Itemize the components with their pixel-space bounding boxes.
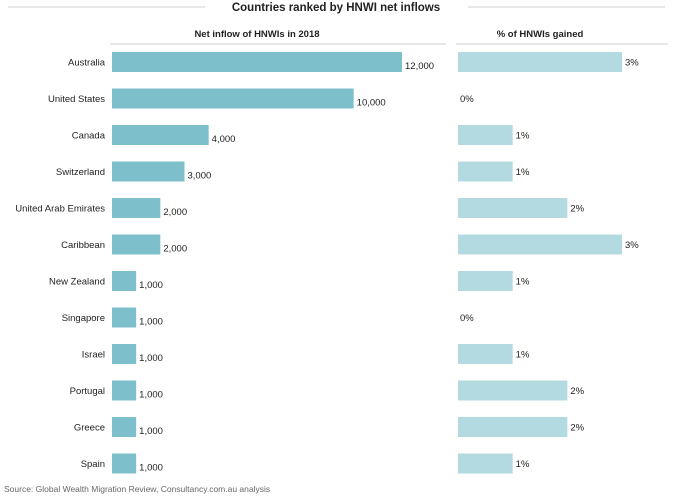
inflow-value-label: 1,000 xyxy=(139,463,163,474)
inflow-value-label: 2,000 xyxy=(163,244,187,255)
percent-bar xyxy=(458,453,513,474)
percent-bar xyxy=(458,125,513,145)
chart-title: Countries ranked by HNWI net inflows xyxy=(232,2,440,14)
inflow-value-label: 1,000 xyxy=(139,426,163,437)
percent-value-label: 1% xyxy=(516,131,530,142)
percent-value-label: 2% xyxy=(570,386,584,397)
percent-bar xyxy=(458,417,568,437)
inflow-value-label: 3,000 xyxy=(188,171,212,182)
inflow-bar xyxy=(112,52,402,72)
category-label: New Zealand xyxy=(49,277,105,288)
inflow-bar xyxy=(112,198,161,218)
percent-bar xyxy=(458,271,513,291)
inflow-value-label: 10,000 xyxy=(357,98,386,109)
category-label: Spain xyxy=(81,459,105,470)
percent-value-label: 1% xyxy=(516,277,530,288)
category-label: Australia xyxy=(68,58,106,69)
inflow-bar xyxy=(112,125,209,145)
percent-value-label: 3% xyxy=(625,240,639,251)
category-label: Israel xyxy=(82,350,105,361)
percent-value-label: 1% xyxy=(516,167,530,178)
source-note: Source: Global Wealth Migration Review, … xyxy=(4,484,270,494)
category-label: Portugal xyxy=(70,386,105,397)
panel-title-inflow: Net inflow of HNWIs in 2018 xyxy=(194,29,319,40)
category-label: United Arab Emirates xyxy=(15,204,105,215)
inflow-value-label: 1,000 xyxy=(139,390,163,401)
percent-value-label: 1% xyxy=(516,459,530,470)
inflow-value-label: 2,000 xyxy=(163,207,187,218)
inflow-bar xyxy=(112,380,137,401)
inflow-bar xyxy=(112,271,137,291)
category-label: Switzerland xyxy=(56,167,105,178)
percent-value-label: 2% xyxy=(570,423,584,434)
inflow-bar xyxy=(112,307,137,328)
inflow-bar xyxy=(112,453,137,474)
percent-value-label: 0% xyxy=(460,313,474,324)
inflow-bar xyxy=(112,161,185,182)
percent-bar xyxy=(458,380,568,401)
category-label: Greece xyxy=(74,423,105,434)
inflow-value-label: 1,000 xyxy=(139,353,163,364)
inflow-value-label: 12,000 xyxy=(405,61,434,72)
inflow-bar xyxy=(112,88,354,109)
percent-bar xyxy=(458,198,568,218)
bar-rows: Australia 12,000 3% United States 10,000 0% Ca… xyxy=(15,52,639,474)
inflow-bar xyxy=(112,417,137,437)
percent-bar xyxy=(458,234,622,255)
panel-title-percent: % of HNWIs gained xyxy=(497,29,584,40)
category-label: Caribbean xyxy=(61,240,105,251)
percent-bar xyxy=(458,161,513,182)
percent-value-label: 1% xyxy=(516,350,530,361)
inflow-value-label: 4,000 xyxy=(212,134,236,145)
percent-value-label: 3% xyxy=(625,58,639,69)
percent-bar xyxy=(458,52,622,72)
inflow-value-label: 1,000 xyxy=(139,317,163,328)
percent-value-label: 2% xyxy=(570,204,584,215)
percent-bar xyxy=(458,344,513,364)
category-label: United States xyxy=(48,94,105,105)
category-label: Canada xyxy=(72,131,106,142)
category-label: Singapore xyxy=(62,313,105,324)
inflow-bar xyxy=(112,344,137,364)
percent-value-label: 0% xyxy=(460,94,474,105)
inflow-value-label: 1,000 xyxy=(139,280,163,291)
inflow-bar xyxy=(112,234,161,255)
